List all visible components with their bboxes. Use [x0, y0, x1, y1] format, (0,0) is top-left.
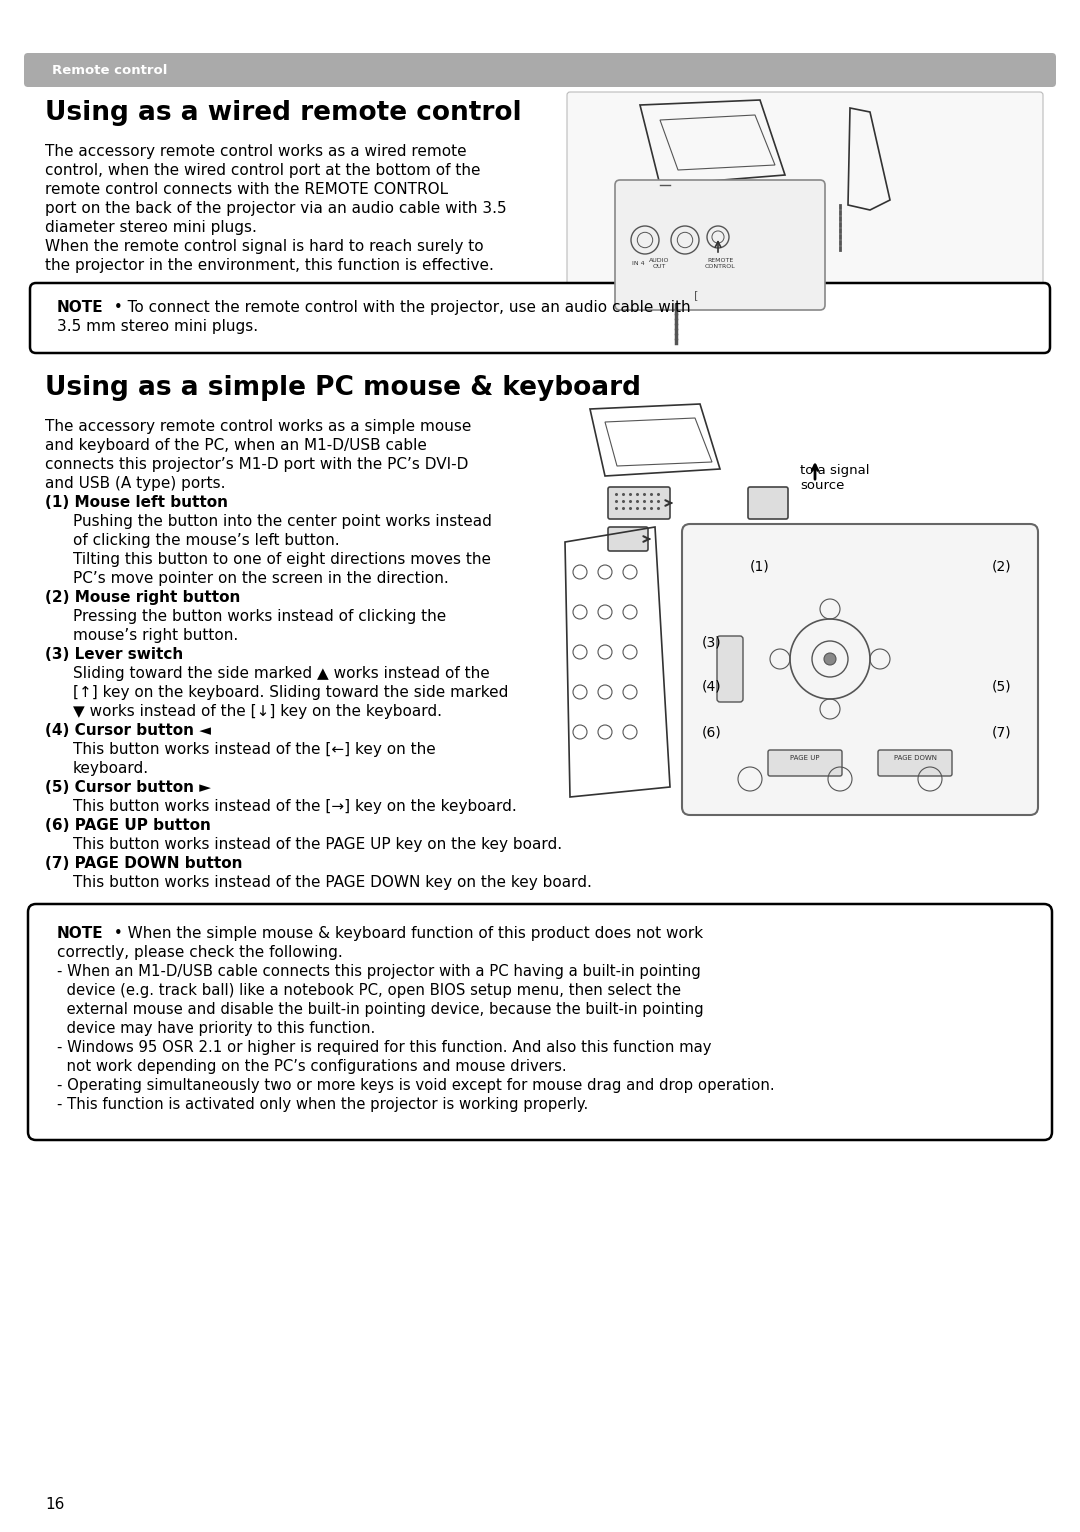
Text: (3): (3) [702, 634, 721, 650]
Text: (3) Lever switch: (3) Lever switch [45, 647, 184, 662]
Text: This button works instead of the [←] key on the: This button works instead of the [←] key… [73, 741, 435, 757]
Text: NOTE: NOTE [57, 925, 104, 941]
Text: - When an M1-D/USB cable connects this projector with a PC having a built-in poi: - When an M1-D/USB cable connects this p… [57, 964, 701, 979]
Text: to a signal
source: to a signal source [800, 464, 869, 492]
Text: (4): (4) [702, 680, 721, 694]
Text: device (e.g. track ball) like a notebook PC, open BIOS setup menu, then select t: device (e.g. track ball) like a notebook… [57, 984, 681, 997]
Text: - Windows 95 OSR 2.1 or higher is required for this function. And also this func: - Windows 95 OSR 2.1 or higher is requir… [57, 1040, 712, 1056]
Text: PAGE DOWN: PAGE DOWN [893, 755, 936, 761]
FancyBboxPatch shape [608, 487, 670, 519]
Text: This button works instead of the PAGE DOWN key on the key board.: This button works instead of the PAGE DO… [73, 875, 592, 890]
Text: Using as a wired remote control: Using as a wired remote control [45, 100, 522, 126]
Text: Pressing the button works instead of clicking the: Pressing the button works instead of cli… [73, 610, 446, 624]
Text: keyboard.: keyboard. [73, 761, 149, 777]
Text: The accessory remote control works as a simple mouse: The accessory remote control works as a … [45, 418, 471, 434]
Text: IN 4: IN 4 [632, 260, 645, 267]
Text: (5) Cursor button ►: (5) Cursor button ► [45, 780, 211, 795]
FancyBboxPatch shape [608, 527, 648, 552]
Text: • When the simple mouse & keyboard function of this product does not work: • When the simple mouse & keyboard funct… [109, 925, 703, 941]
Text: connects this projector’s M1-D port with the PC’s DVI-D: connects this projector’s M1-D port with… [45, 457, 469, 472]
Text: Pushing the button into the center point works instead: Pushing the button into the center point… [73, 515, 491, 529]
Text: - Operating simultaneously two or more keys is void except for mouse drag and dr: - Operating simultaneously two or more k… [57, 1079, 774, 1092]
Text: external mouse and disable the built-in pointing device, because the built-in po: external mouse and disable the built-in … [57, 1002, 704, 1017]
FancyBboxPatch shape [30, 283, 1050, 352]
Text: - This function is activated only when the projector is working properly.: - This function is activated only when t… [57, 1097, 589, 1112]
Text: device may have priority to this function.: device may have priority to this functio… [57, 1020, 375, 1036]
Text: When the remote control signal is hard to reach surely to: When the remote control signal is hard t… [45, 239, 484, 254]
Text: (6) PAGE UP button: (6) PAGE UP button [45, 818, 211, 833]
FancyBboxPatch shape [717, 636, 743, 702]
Text: AUDIO
OUT: AUDIO OUT [649, 257, 670, 268]
Text: correctly, please check the following.: correctly, please check the following. [57, 945, 342, 961]
Text: port on the back of the projector via an audio cable with 3.5: port on the back of the projector via an… [45, 201, 507, 216]
FancyBboxPatch shape [28, 904, 1052, 1140]
Text: (7): (7) [993, 725, 1012, 738]
Text: NOTE: NOTE [57, 300, 104, 316]
Text: Using as a simple PC mouse & keyboard: Using as a simple PC mouse & keyboard [45, 375, 642, 401]
FancyBboxPatch shape [681, 524, 1038, 815]
Text: (4) Cursor button ◄: (4) Cursor button ◄ [45, 723, 211, 738]
Circle shape [824, 653, 836, 665]
FancyBboxPatch shape [768, 751, 842, 777]
Text: the projector in the environment, this function is effective.: the projector in the environment, this f… [45, 257, 494, 273]
Text: Tilting this button to one of eight directions moves the: Tilting this button to one of eight dire… [73, 552, 491, 567]
Text: and USB (A type) ports.: and USB (A type) ports. [45, 476, 226, 490]
Text: 16: 16 [45, 1497, 65, 1512]
Text: mouse’s right button.: mouse’s right button. [73, 628, 239, 643]
Text: Remote control: Remote control [52, 63, 167, 77]
Text: and keyboard of the PC, when an M1-D/USB cable: and keyboard of the PC, when an M1-D/USB… [45, 438, 427, 453]
Text: ▼ works instead of the [↓] key on the keyboard.: ▼ works instead of the [↓] key on the ke… [73, 705, 442, 719]
Text: PAGE UP: PAGE UP [791, 755, 820, 761]
Text: diameter stereo mini plugs.: diameter stereo mini plugs. [45, 221, 257, 234]
Text: remote control connects with the REMOTE CONTROL: remote control connects with the REMOTE … [45, 182, 448, 198]
Text: (1): (1) [751, 561, 770, 574]
Text: • To connect the remote control with the projector, use an audio cable with: • To connect the remote control with the… [109, 300, 690, 316]
Text: (2): (2) [993, 561, 1012, 574]
Text: Sliding toward the side marked ▲ works instead of the: Sliding toward the side marked ▲ works i… [73, 666, 489, 682]
FancyBboxPatch shape [567, 92, 1043, 339]
FancyBboxPatch shape [24, 54, 1056, 87]
Text: not work depending on the PC’s configurations and mouse drivers.: not work depending on the PC’s configura… [57, 1059, 567, 1074]
Text: of clicking the mouse’s left button.: of clicking the mouse’s left button. [73, 533, 339, 548]
Text: This button works instead of the PAGE UP key on the key board.: This button works instead of the PAGE UP… [73, 836, 562, 852]
Text: [: [ [680, 290, 699, 300]
Text: (5): (5) [993, 680, 1012, 694]
Text: REMOTE
CONTROL: REMOTE CONTROL [704, 257, 735, 268]
Text: (6): (6) [702, 725, 721, 738]
Text: The accessory remote control works as a wired remote: The accessory remote control works as a … [45, 144, 467, 159]
Text: 3.5 mm stereo mini plugs.: 3.5 mm stereo mini plugs. [57, 319, 258, 334]
Text: (1) Mouse left button: (1) Mouse left button [45, 495, 228, 510]
FancyBboxPatch shape [748, 527, 772, 552]
Text: (2) Mouse right button: (2) Mouse right button [45, 590, 241, 605]
Text: control, when the wired control port at the bottom of the: control, when the wired control port at … [45, 162, 481, 178]
Text: PC’s move pointer on the screen in the direction.: PC’s move pointer on the screen in the d… [73, 571, 449, 587]
Text: [↑] key on the keyboard. Sliding toward the side marked: [↑] key on the keyboard. Sliding toward … [73, 685, 509, 700]
FancyBboxPatch shape [878, 751, 951, 777]
Text: (7) PAGE DOWN button: (7) PAGE DOWN button [45, 856, 243, 872]
Text: This button works instead of the [→] key on the keyboard.: This button works instead of the [→] key… [73, 800, 516, 813]
FancyBboxPatch shape [748, 487, 788, 519]
FancyBboxPatch shape [615, 179, 825, 309]
